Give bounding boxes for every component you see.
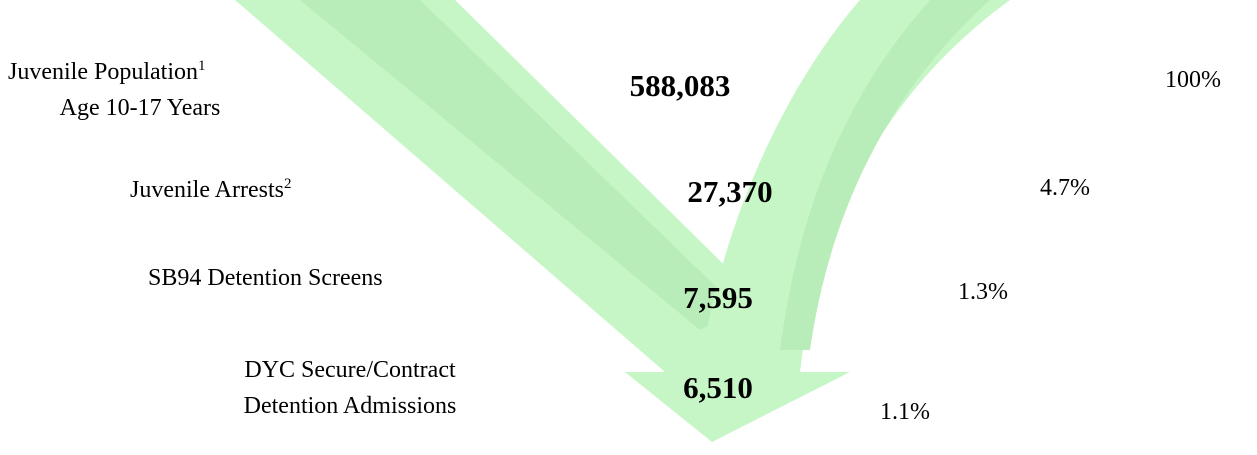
right-arm-shade bbox=[780, 0, 990, 350]
footnote-mark: 1 bbox=[197, 58, 206, 74]
percent: 4.7% bbox=[1040, 175, 1090, 201]
row-label: Juvenile Population1 bbox=[8, 58, 206, 85]
arrow-head bbox=[625, 372, 850, 442]
count: 7,595 bbox=[683, 280, 753, 315]
footnote-mark: 2 bbox=[283, 176, 292, 192]
label-line: SB94 Detention Screens bbox=[148, 265, 383, 291]
label-line: Juvenile Population bbox=[8, 59, 198, 85]
row-label: Juvenile Arrests2 bbox=[130, 176, 292, 203]
label-line: Detention Admissions bbox=[243, 393, 457, 419]
right-arm bbox=[700, 0, 1010, 372]
count: 27,370 bbox=[687, 174, 773, 209]
count: 588,083 bbox=[629, 68, 731, 103]
label-line: Age 10-17 Years bbox=[59, 95, 221, 121]
percent: 1.3% bbox=[958, 279, 1008, 305]
left-arm-shade bbox=[300, 0, 740, 330]
count: 6,510 bbox=[683, 370, 753, 405]
percent: 100% bbox=[1165, 67, 1221, 93]
percent: 1.1% bbox=[880, 399, 930, 425]
label-line: Juvenile Arrests bbox=[130, 177, 284, 203]
label-line: DYC Secure/Contract bbox=[244, 357, 456, 383]
